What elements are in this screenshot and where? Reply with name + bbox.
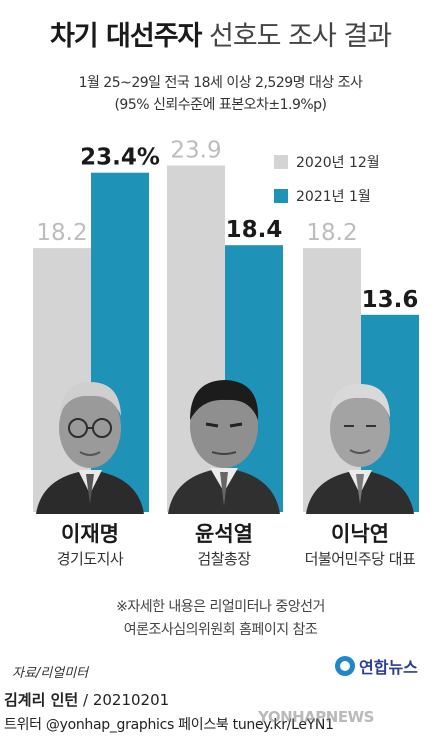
value-label-dec2020-2: 23.9 [170,137,221,163]
bar-jan2021-2 [225,245,283,512]
credit-author: 김계리 인턴 [4,691,79,709]
portrait-yoon-seokyeol [166,364,282,514]
value-label-jan2021-2: 18.4 [226,217,283,243]
bar-dec2020-3 [303,248,361,512]
credit-line: 김계리 인턴 / 20210201 [4,689,169,710]
value-label-jan2021-1: 23.4% [80,145,160,171]
bar-dec2020-1 [33,248,91,512]
footnote-line-1: ※자세한 내용은 리얼미터나 중앙선거 [116,599,325,615]
legend-label-dec2020: 2020년 12월 [296,155,380,171]
portrait-lee-nakyon [302,364,418,514]
footnote-line-2: 여론조사심의위원회 홈페이지 참조 [123,622,318,638]
watermark: YONHAPNEWS [258,708,374,726]
legend-item-jan2021: 2021년 1월 [274,186,434,206]
candidate-name-3: 이낙연 [331,522,389,546]
portrait-lee-jaemyung [32,364,148,514]
data-source: 자료/리얼미터 [12,666,89,681]
margin-of-error: (95% 신뢰수준에 표본오차±1.9%p) [114,97,327,113]
value-label-dec2020-1: 18.2 [36,220,87,246]
bar-chart: 18.2 23.9 18.2 23.4% 18.4 13.6 [33,137,419,512]
value-label-jan2021-3: 13.6 [362,287,419,313]
agency-logo: 연합뉴스 [335,654,418,678]
legend-item-dec2020: 2020년 12월 [274,152,434,172]
survey-period: 1월 25~29일 전국 18세 이상 2,529명 대상 조사 [78,75,363,91]
agency-name: 연합뉴스 [359,658,418,677]
legend-swatch-teal [274,189,288,203]
candidate-role-3: 더불어민주당 대표 [304,550,416,568]
candidate-name-1: 이재명 [61,522,119,546]
credit-date: / 20210201 [78,691,170,709]
social-links: 트위터 @yonhap_graphics 페이스북 tuney.kr/LeYN1 [4,717,334,733]
candidate-role-2: 검찰총장 [197,550,251,568]
candidate-role-1: 경기도지사 [56,550,124,568]
yonhap-logo-icon [335,656,355,676]
legend-swatch-gray [274,155,288,169]
value-label-dec2020-3: 18.2 [306,220,357,246]
candidate-name-2: 윤석열 [195,522,253,546]
chart-title: 차기 대선주자 선호도 조사 결과 [49,21,392,52]
legend-label-jan2021: 2021년 1월 [296,189,371,205]
